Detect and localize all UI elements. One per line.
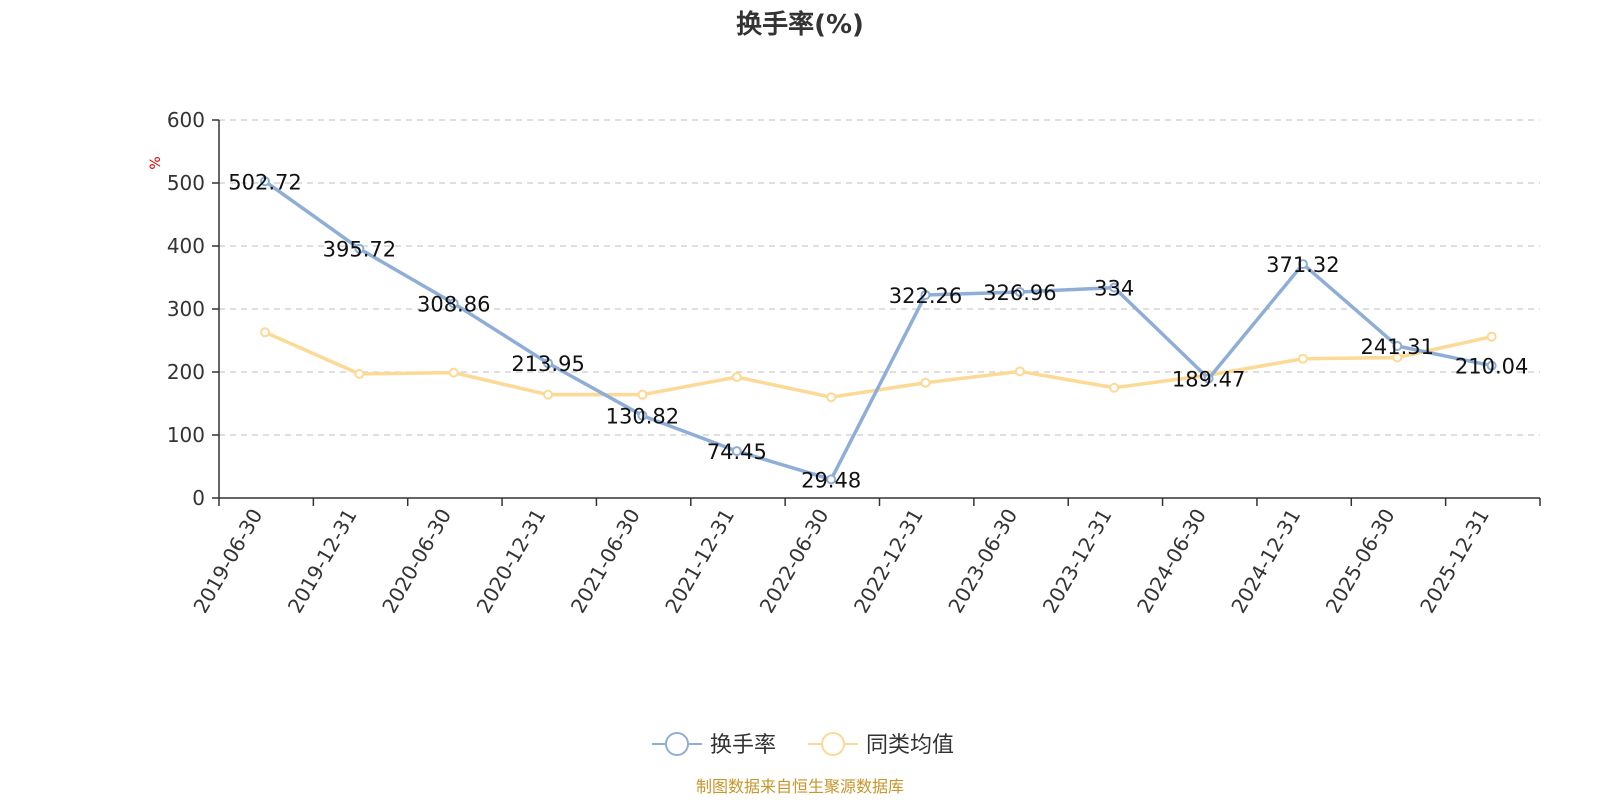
data-point[interactable] <box>543 358 554 369</box>
data-point[interactable] <box>826 474 837 485</box>
legend-marker <box>665 732 689 756</box>
data-label: 502.72 <box>228 170 301 194</box>
data-point[interactable] <box>1486 331 1497 342</box>
data-point[interactable] <box>354 243 365 254</box>
data-point[interactable] <box>1109 382 1120 393</box>
data-label: 213.95 <box>511 352 584 376</box>
data-point[interactable] <box>448 298 459 309</box>
data-point[interactable] <box>448 367 459 378</box>
y-tick-label: 600 <box>167 108 205 132</box>
x-tick-label: 2020-12-31 <box>471 505 550 618</box>
y-tick-label: 400 <box>167 234 205 258</box>
x-tick-label: 2021-12-31 <box>660 505 739 618</box>
data-label: 395.72 <box>323 238 396 262</box>
data-label: 371.32 <box>1266 253 1339 277</box>
x-tick-label: 2025-06-30 <box>1321 505 1400 618</box>
data-point[interactable] <box>1392 340 1403 351</box>
data-labels: 502.72 395.72 308.86 213.95 130.82 74.45 29.48… <box>228 170 1528 492</box>
data-point[interactable] <box>637 410 648 421</box>
x-tick-label: 2025-12-31 <box>1415 505 1494 618</box>
data-point[interactable] <box>731 446 742 457</box>
data-point[interactable] <box>1014 366 1025 377</box>
data-label: 308.86 <box>417 292 490 316</box>
x-tick-label: 2019-06-30 <box>188 505 267 618</box>
data-point[interactable] <box>1297 259 1308 270</box>
data-label: 241.31 <box>1361 335 1434 359</box>
data-label: 189.47 <box>1172 368 1245 392</box>
data-point[interactable] <box>1203 373 1214 384</box>
data-label: 210.04 <box>1455 355 1528 379</box>
y-tick-label: 500 <box>167 171 205 195</box>
data-label: 29.48 <box>801 468 861 492</box>
data-label: 334 <box>1094 277 1134 301</box>
legend-item-0[interactable]: 换手率 <box>652 732 776 758</box>
y-tick-label: 200 <box>167 360 205 384</box>
source-note: 制图数据来自恒生聚源数据库 <box>696 777 904 796</box>
x-tick-label: 2022-12-31 <box>849 505 928 618</box>
data-label: 74.45 <box>707 440 767 464</box>
data-point[interactable] <box>1297 353 1308 364</box>
x-tick-label: 2022-06-30 <box>755 505 834 618</box>
data-point[interactable] <box>543 389 554 400</box>
data-label: 130.82 <box>606 405 679 429</box>
data-point[interactable] <box>920 377 931 388</box>
data-point[interactable] <box>354 368 365 379</box>
data-label: 322.26 <box>889 284 962 308</box>
x-tick-label: 2024-12-31 <box>1226 505 1305 618</box>
data-point[interactable] <box>731 372 742 383</box>
legend-label: 同类均值 <box>866 733 954 758</box>
legend-item-1[interactable]: 同类均值 <box>808 732 954 758</box>
y-tick-label: 300 <box>167 297 205 321</box>
x-tick-label: 2021-06-30 <box>566 505 645 618</box>
data-point[interactable] <box>1014 287 1025 298</box>
x-tick-label: 2023-12-31 <box>1038 505 1117 618</box>
data-point[interactable] <box>1486 360 1497 371</box>
x-tick-label: 2019-12-31 <box>283 505 362 618</box>
y-tick-label: 0 <box>192 486 205 510</box>
legend-marker <box>821 732 845 756</box>
legend[interactable]: 换手率 同类均值 <box>652 732 954 758</box>
data-point[interactable] <box>1109 282 1120 293</box>
y-tick-label: 100 <box>167 423 205 447</box>
data-label: 326.96 <box>983 281 1056 305</box>
data-point[interactable] <box>260 176 270 187</box>
series-layer <box>260 176 1497 485</box>
chart-title: 换手率(%) <box>736 9 864 40</box>
x-tick-label: 2020-06-30 <box>377 505 456 618</box>
x-tick-label: 2024-06-30 <box>1132 505 1211 618</box>
data-point[interactable] <box>637 389 648 400</box>
y-axis-unit: % <box>148 156 164 169</box>
legend-label: 换手率 <box>710 733 776 758</box>
x-tick-label: 2023-06-30 <box>943 505 1022 618</box>
data-point[interactable] <box>920 289 931 300</box>
data-point[interactable] <box>826 392 837 403</box>
data-point[interactable] <box>1392 352 1403 363</box>
data-point[interactable] <box>260 327 270 338</box>
series-line-0 <box>263 179 1493 482</box>
